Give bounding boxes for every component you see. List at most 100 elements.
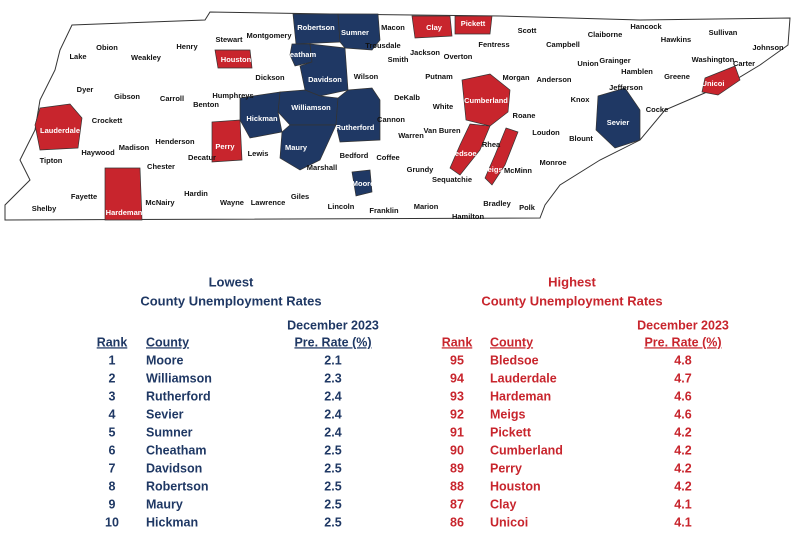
rate: 2.5 (324, 479, 341, 493)
rate: 2.5 (324, 461, 341, 475)
county-label: Rhea (482, 140, 501, 149)
county-label: Morgan (502, 73, 530, 82)
county-label: Johnson (752, 43, 784, 52)
state-outline (4, 11, 791, 221)
county-label: Decatur (188, 153, 216, 162)
county-label: Polk (519, 203, 536, 212)
rank: 10 (105, 515, 119, 529)
county: Hickman (146, 515, 198, 529)
county-label: Anderson (536, 75, 571, 84)
header-rank: Rank (97, 335, 128, 349)
county-label: DeKalb (394, 93, 420, 102)
rank: 88 (450, 479, 464, 493)
county-label: Jefferson (609, 83, 643, 92)
county-label: Sumner (341, 28, 369, 37)
county-label: Moore (352, 179, 375, 188)
county-shape (34, 103, 83, 151)
county-label: Chester (147, 162, 175, 171)
county-label: McNairy (145, 198, 175, 207)
rank: 93 (450, 389, 464, 403)
rank: 3 (109, 389, 116, 403)
table-date: December 2023 (287, 318, 379, 332)
county-label: Knox (571, 95, 591, 104)
rate: 4.1 (674, 515, 691, 529)
county-label: Montgomery (247, 31, 293, 40)
county-shape (461, 73, 511, 127)
county-label: Bradley (483, 199, 511, 208)
rate: 2.5 (324, 515, 341, 529)
county-label: Warren (398, 131, 424, 140)
county-label: Hawkins (661, 35, 691, 44)
county-label: Trousdale (365, 41, 400, 50)
header-rank: Rank (442, 335, 473, 349)
header-county: County (146, 335, 189, 349)
rate: 2.5 (324, 443, 341, 457)
county-shape (337, 13, 381, 51)
rank: 90 (450, 443, 464, 457)
county-label: Cumberland (464, 96, 508, 105)
county-label: Greene (664, 72, 690, 81)
rank: 8 (109, 479, 116, 493)
county-label: Madison (119, 143, 150, 152)
county-label: Tipton (40, 156, 63, 165)
county-label: Grundy (407, 165, 434, 174)
tables: Lowest County Unemployment Rates December … (97, 274, 729, 529)
rank: 94 (450, 371, 464, 385)
rate: 2.4 (324, 407, 341, 421)
county-label: Davidson (308, 75, 342, 84)
rank: 92 (450, 407, 464, 421)
rate: 4.6 (674, 389, 691, 403)
rank: 95 (450, 353, 464, 367)
rank: 89 (450, 461, 464, 475)
rank: 4 (109, 407, 116, 421)
county-shape (484, 127, 519, 186)
rate: 4.6 (674, 407, 691, 421)
rate: 2.4 (324, 425, 341, 439)
county-label: Grainger (599, 56, 630, 65)
county-label: Pickett (461, 19, 486, 28)
county: Rutherford (146, 389, 211, 403)
county-label: Hardin (184, 189, 208, 198)
rate: 2.3 (324, 371, 341, 385)
county-label: Cheatham (280, 50, 317, 59)
county: Houston (490, 479, 541, 493)
county-label: Dyer (77, 85, 94, 94)
county-label: Sevier (607, 118, 630, 127)
county-label: Benton (193, 100, 219, 109)
county-label: Hickman (246, 114, 278, 123)
rank: 5 (109, 425, 116, 439)
county-label: Sullivan (709, 28, 738, 37)
county-label: Dickson (255, 73, 285, 82)
county-label: Williamson (291, 103, 331, 112)
county-label: Bedford (340, 151, 369, 160)
county-label: Fentress (478, 40, 509, 49)
county-label: Jackson (410, 48, 440, 57)
rank: 7 (109, 461, 116, 475)
county-label: McMinn (504, 166, 532, 175)
county-shape (351, 169, 373, 197)
table-title: Lowest (209, 274, 254, 289)
county-label: White (433, 102, 453, 111)
county-shape (289, 43, 313, 67)
county-label: Hardeman (106, 208, 143, 217)
county-label: Lawrence (251, 198, 286, 207)
county-label: Marshall (307, 163, 337, 172)
county: Williamson (146, 371, 212, 385)
county: Moore (146, 353, 184, 367)
county-shape (211, 119, 243, 163)
county-label: Gibson (114, 92, 140, 101)
county-shape (411, 15, 453, 39)
county: Robertson (146, 479, 209, 493)
county-label: Hancock (630, 22, 662, 31)
county-labels: Lake Obion Weakley Henry Stewart Montgomery Ro… (32, 19, 784, 221)
county-label: Franklin (369, 206, 399, 215)
county: Davidson (146, 461, 202, 475)
county: Cheatham (146, 443, 206, 457)
county-label: Van Buren (423, 126, 461, 135)
county-label: Weakley (131, 53, 162, 62)
county-label: Perry (215, 142, 235, 151)
county-label: Haywood (81, 148, 115, 157)
rate: 2.4 (324, 389, 341, 403)
